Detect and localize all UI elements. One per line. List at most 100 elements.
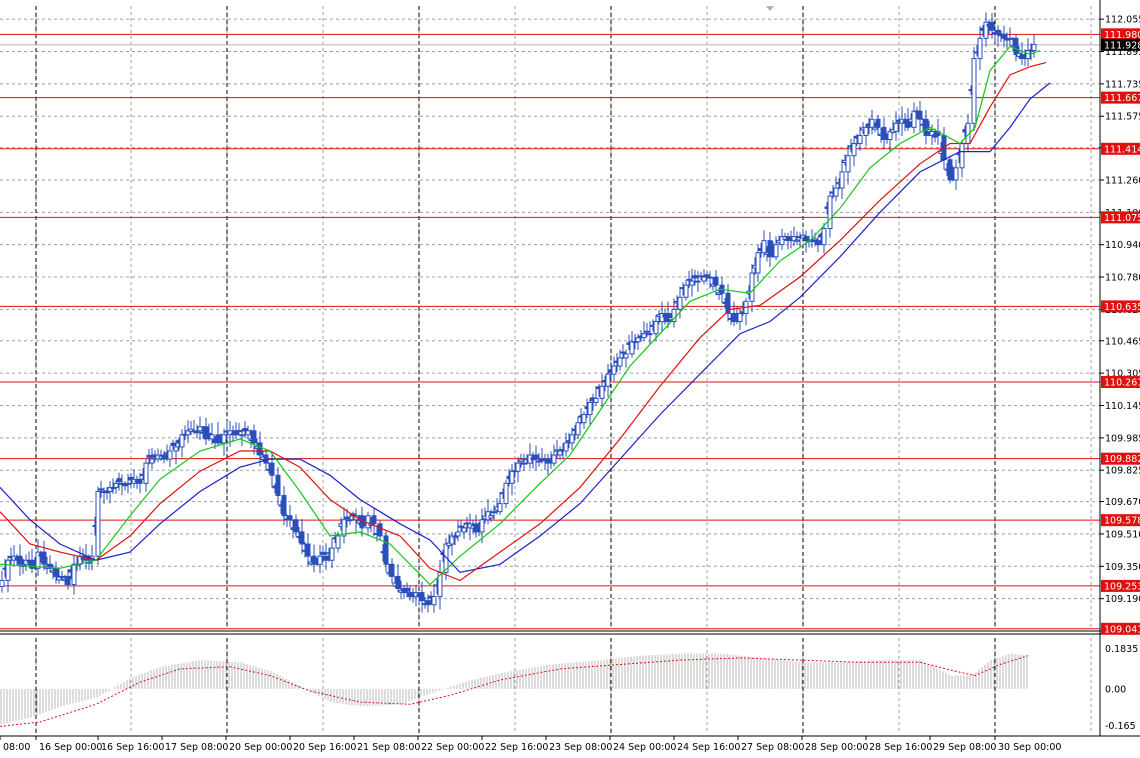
candle-body bbox=[323, 555, 329, 561]
y-tick-label: 109.985 bbox=[1105, 433, 1140, 444]
candle-body bbox=[845, 155, 851, 173]
level-tag bbox=[1101, 28, 1140, 41]
y-tick-label: 109.190 bbox=[1105, 594, 1140, 605]
candle-body bbox=[581, 414, 587, 424]
level-tag-label: 110.261 bbox=[1104, 378, 1140, 389]
candle-body bbox=[98, 488, 104, 491]
candle-body bbox=[686, 278, 692, 281]
candle-body bbox=[803, 236, 809, 242]
candle-body bbox=[407, 592, 413, 598]
candle-body bbox=[116, 478, 122, 483]
candle-body bbox=[206, 432, 212, 435]
candle-body bbox=[128, 476, 134, 481]
candle-body bbox=[197, 426, 203, 432]
candle-body bbox=[977, 37, 983, 60]
shift-marker-icon bbox=[766, 6, 774, 11]
osc-tick-label: -0.165 bbox=[1105, 721, 1136, 732]
oscillator-panel bbox=[0, 653, 1029, 727]
candle-body bbox=[587, 401, 593, 416]
x-tick-label: 27 Sep 08:00 bbox=[741, 742, 804, 753]
candle-body bbox=[515, 462, 521, 472]
x-tick-label: 29 Sep 08:00 bbox=[933, 742, 996, 753]
candle-body bbox=[347, 519, 353, 522]
candle-body bbox=[929, 130, 935, 136]
candle-body bbox=[698, 275, 704, 278]
candle-body bbox=[5, 559, 11, 581]
x-tick-label: 17 Sep 08:00 bbox=[165, 742, 228, 753]
candle-body bbox=[17, 555, 23, 565]
candle-body bbox=[137, 478, 143, 484]
support-resistance-levels bbox=[0, 33, 1100, 630]
candle-body bbox=[479, 519, 485, 533]
candle-body bbox=[389, 563, 395, 577]
price-axis[interactable]: 112.055111.895111.735111.575111.420111.2… bbox=[1100, 15, 1140, 732]
candle-body bbox=[779, 236, 785, 246]
candle-body bbox=[554, 449, 560, 452]
y-tick-label: 109.350 bbox=[1105, 562, 1140, 573]
x-tick-label: 21 Sep 08:00 bbox=[357, 742, 420, 753]
candle-body bbox=[449, 535, 455, 545]
candle-body bbox=[113, 482, 119, 488]
candle-body bbox=[287, 515, 293, 521]
candle-body bbox=[611, 365, 617, 375]
candle-body bbox=[458, 525, 464, 528]
candle-body bbox=[569, 434, 575, 444]
level-tag-label: 110.635 bbox=[1104, 302, 1140, 313]
candle-body bbox=[227, 430, 233, 436]
y-tick-label: 110.145 bbox=[1105, 401, 1140, 412]
candle-body bbox=[185, 430, 191, 436]
candle-body bbox=[149, 458, 155, 464]
level-tag bbox=[1101, 579, 1140, 592]
y-tick-label: 110.780 bbox=[1105, 273, 1140, 284]
level-tag bbox=[1101, 452, 1140, 465]
candle-body bbox=[536, 460, 542, 463]
candle-body bbox=[923, 118, 929, 136]
y-tick-label: 111.260 bbox=[1105, 175, 1140, 186]
candle-body bbox=[71, 563, 77, 585]
candle-body bbox=[827, 195, 833, 230]
x-tick-label: 20 Sep 16:00 bbox=[293, 742, 356, 753]
candle-body bbox=[953, 167, 959, 181]
candle-body bbox=[167, 450, 173, 460]
level-tag bbox=[1101, 514, 1140, 527]
candle-body bbox=[245, 430, 251, 436]
level-tag-label: 111.075 bbox=[1104, 213, 1140, 224]
candle-body bbox=[881, 126, 887, 141]
candle-body bbox=[173, 446, 179, 452]
candle-body bbox=[557, 450, 563, 456]
candle-body bbox=[233, 430, 239, 436]
candle-body bbox=[497, 503, 503, 513]
current-price-label: 111.928 bbox=[1104, 40, 1140, 51]
candle-body bbox=[95, 490, 101, 557]
candle-body bbox=[785, 236, 791, 242]
candle-body bbox=[911, 110, 917, 128]
level-tag-label: 111.980 bbox=[1104, 30, 1140, 41]
candle-body bbox=[488, 515, 494, 519]
candle-body bbox=[677, 296, 683, 310]
candle-body bbox=[716, 292, 722, 295]
x-tick-label: 16 Sep 00:00 bbox=[39, 742, 102, 753]
candle-body bbox=[671, 308, 677, 323]
candle-body bbox=[647, 333, 653, 336]
candle-body bbox=[773, 244, 779, 258]
candle-body bbox=[47, 563, 53, 569]
level-tag-label: 111.414 bbox=[1104, 144, 1140, 155]
candle-body bbox=[503, 482, 509, 505]
candle-body bbox=[971, 58, 977, 124]
candle-body bbox=[125, 482, 131, 485]
level-tag-label: 111.667 bbox=[1104, 93, 1140, 104]
candle-body bbox=[419, 592, 425, 602]
candle-body bbox=[839, 171, 845, 189]
candle-body bbox=[320, 551, 326, 555]
candle-body bbox=[404, 587, 410, 592]
candle-body bbox=[263, 454, 269, 464]
level-tag bbox=[1101, 91, 1140, 104]
candle-body bbox=[905, 118, 911, 128]
x-tick-label: 22 Sep 00:00 bbox=[421, 742, 484, 753]
candle-body bbox=[0, 579, 5, 588]
y-tick-label: 109.670 bbox=[1105, 497, 1140, 508]
osc-tick-label: 0.1835 bbox=[1105, 644, 1138, 655]
